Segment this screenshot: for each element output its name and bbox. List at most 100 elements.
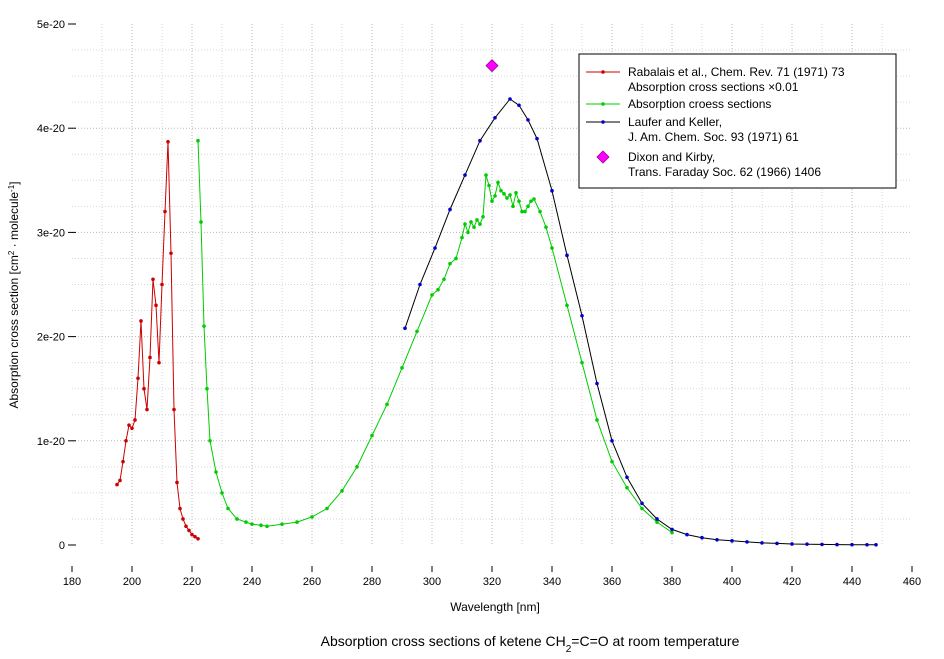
data-point <box>775 541 779 546</box>
data-point <box>685 532 689 537</box>
data-point <box>580 313 584 318</box>
data-point <box>469 220 473 224</box>
data-point <box>805 542 809 546</box>
y-tick-label: 4e-20 <box>37 123 65 135</box>
data-point <box>610 439 614 443</box>
data-point <box>526 204 530 209</box>
data-point <box>385 402 389 407</box>
data-point <box>220 491 224 495</box>
data-point <box>508 193 512 197</box>
data-point <box>490 199 494 203</box>
data-point <box>187 528 191 533</box>
data-point <box>640 506 644 511</box>
data-point <box>226 506 230 511</box>
data-point <box>610 459 614 464</box>
data-point <box>163 209 167 214</box>
series-line <box>404 98 876 546</box>
data-point <box>214 470 218 474</box>
data-point <box>595 418 599 422</box>
data-point <box>436 287 440 292</box>
legend-marker-dixon <box>596 150 610 164</box>
data-point <box>121 459 125 464</box>
data-point <box>484 173 488 177</box>
series-3 <box>485 59 499 73</box>
data-point <box>655 517 659 521</box>
x-tick-label: 420 <box>783 576 801 588</box>
y-tick-label: 5e-20 <box>37 19 65 31</box>
y-axis-label: Absorption cross section [cm2 · molecule… <box>7 181 22 408</box>
data-point <box>250 522 254 526</box>
x-tick-label: 300 <box>423 576 441 588</box>
legend-marker-laufer <box>601 120 605 124</box>
data-point <box>196 138 200 143</box>
data-point <box>835 542 839 547</box>
data-point <box>259 523 263 528</box>
data-point <box>670 527 674 532</box>
y-tick-label: 0 <box>59 540 65 552</box>
data-point <box>244 520 248 524</box>
data-point <box>496 180 500 185</box>
x-tick-label: 400 <box>723 576 741 588</box>
x-tick-label: 360 <box>603 576 621 588</box>
data-point <box>463 173 467 177</box>
data-point <box>550 188 554 193</box>
data-point <box>133 418 137 422</box>
x-tick-label: 220 <box>183 576 201 588</box>
series-line <box>197 140 673 533</box>
data-point-diamond <box>485 59 499 73</box>
data-point <box>310 515 314 519</box>
data-point <box>640 501 644 506</box>
data-point <box>340 489 344 493</box>
data-point <box>172 407 176 412</box>
data-point <box>151 277 155 282</box>
legend-box <box>578 53 897 189</box>
x-axis-label: Wavelength [nm] <box>450 600 540 614</box>
data-point <box>511 204 515 209</box>
data-point <box>139 319 143 323</box>
legend-label-rabalais-2: Absorption cross sections ×0.01 <box>628 80 799 94</box>
legend-label-rabalais: Rabalais et al., Chem. Rev. 71 (1971) 73 <box>628 65 845 79</box>
data-point <box>535 136 539 141</box>
data-point <box>493 194 497 198</box>
legend-label-laufer: Laufer and Keller, <box>628 115 722 129</box>
x-tick-label: 260 <box>303 576 321 588</box>
data-point <box>295 520 299 524</box>
data-point <box>463 222 467 226</box>
data-point <box>538 209 542 214</box>
data-point <box>820 542 824 547</box>
data-point <box>514 191 518 195</box>
data-point <box>517 199 521 203</box>
data-point <box>481 214 485 219</box>
data-point <box>175 480 179 485</box>
data-point <box>181 517 185 521</box>
data-point <box>154 303 158 308</box>
x-tick-label: 280 <box>363 576 381 588</box>
series-2 <box>403 97 878 547</box>
data-point <box>478 222 482 226</box>
data-point <box>499 188 503 193</box>
data-point <box>565 253 569 258</box>
data-point <box>157 360 161 365</box>
data-point <box>670 530 674 535</box>
data-point <box>127 423 131 427</box>
data-point <box>730 539 734 543</box>
data-point <box>142 386 146 391</box>
data-point <box>790 542 794 546</box>
data-point <box>466 230 470 235</box>
data-point <box>448 261 452 266</box>
x-tick-label: 180 <box>63 576 81 588</box>
data-point <box>565 303 569 308</box>
data-point <box>400 366 404 370</box>
data-point <box>190 532 194 537</box>
data-point <box>487 183 491 188</box>
data-series <box>115 59 878 547</box>
data-point <box>430 293 434 297</box>
data-point <box>865 542 869 547</box>
data-point <box>235 517 239 521</box>
data-point <box>595 381 599 386</box>
series-0 <box>115 139 200 541</box>
legend-marker-rabalais <box>601 70 605 74</box>
y-axis-ticks: 0 1e-20 2e-20 3e-20 4e-20 5e-20 <box>37 19 76 552</box>
x-tick-label: 440 <box>843 576 861 588</box>
